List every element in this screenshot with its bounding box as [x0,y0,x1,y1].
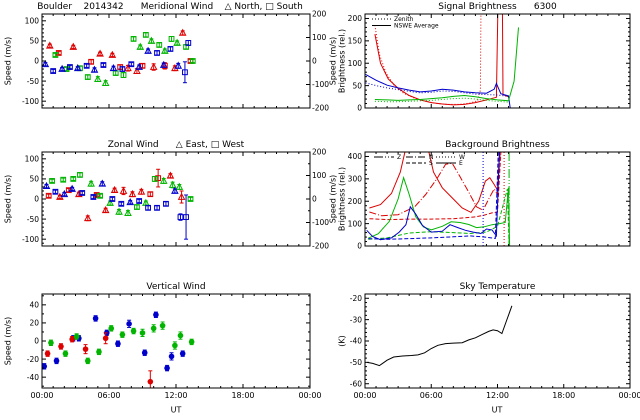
svg-text:E: E [459,160,463,167]
svg-text:50: 50 [29,37,39,46]
svg-text:100: 100 [312,33,327,42]
svg-text:0: 0 [34,195,39,204]
vertical-y-axis-label: Speed (m/s) [3,316,13,366]
svg-text:100: 100 [25,17,40,26]
signal-brightness-title: Signal Brightness 6300 [438,2,557,12]
svg-text:-100: -100 [312,218,329,227]
svg-text:50: 50 [352,81,362,90]
svg-text:-20: -20 [27,355,39,364]
svg-text:0: 0 [357,242,362,251]
svg-text:00:00: 00:00 [353,391,376,400]
svg-text:300: 300 [348,175,363,184]
svg-text:18:00: 18:00 [552,391,575,400]
svg-text:-50: -50 [27,215,39,224]
sky-temp-x-axis-label: UT [491,405,503,415]
svg-text:0: 0 [312,195,317,204]
svg-text:-30: -30 [350,315,362,324]
svg-text:NSWE Average: NSWE Average [394,23,439,30]
zonal-y-axis-label: Speed (m/s) [3,174,13,224]
vertical-wind-x-axis-label: UT [170,405,182,415]
svg-text:-20: -20 [350,294,362,303]
svg-text:-200: -200 [312,242,329,251]
meridional-y-axis-label: Speed (m/s) [3,36,13,86]
sky-temperature-title: Sky Temperature [459,282,536,292]
svg-text:100: 100 [348,219,363,228]
svg-text:W: W [459,154,465,161]
svg-text:150: 150 [348,37,363,46]
svg-text:00:00: 00:00 [618,391,640,400]
svg-text:12:00: 12:00 [164,391,187,400]
zonal-wind-title: Zonal Wind △ East, □ West [107,140,245,150]
svg-text:06:00: 06:00 [420,391,443,400]
svg-text:50: 50 [29,175,39,184]
background-y-axis-label: Brightness (rel.) [337,166,347,232]
svg-text:-40: -40 [350,337,362,346]
vertical-wind-title: Vertical Wind [146,282,206,292]
svg-text:12:00: 12:00 [486,391,509,400]
svg-text:100: 100 [348,59,363,68]
svg-text:0: 0 [357,104,362,113]
svg-text:00:00: 00:00 [30,391,53,400]
svg-text:200: 200 [312,148,327,157]
svg-text:-100: -100 [22,97,39,106]
svg-text:S: S [429,160,433,167]
svg-text:0: 0 [34,337,39,346]
svg-text:400: 400 [348,152,363,161]
svg-text:-100: -100 [22,235,39,244]
svg-text:-40: -40 [27,373,39,382]
svg-text:Z: Z [397,154,401,161]
svg-text:0: 0 [34,57,39,66]
svg-text:-100: -100 [312,80,329,89]
svg-text:-200: -200 [312,104,329,113]
svg-text:0: 0 [312,57,317,66]
svg-text:20: 20 [29,319,39,328]
svg-text:200: 200 [348,14,363,23]
svg-text:18:00: 18:00 [231,391,254,400]
svg-text:-50: -50 [27,77,39,86]
svg-text:100: 100 [312,171,327,180]
background-brightness-title: Background Brightness [445,140,550,150]
svg-text:200: 200 [312,10,327,19]
zonal-right-axis-label: Speed (m/s) [328,174,338,224]
svg-text:40: 40 [29,301,39,310]
meridional-right-axis-label: Speed (m/s) [328,36,338,86]
svg-text:00:00: 00:00 [298,391,321,400]
signal-y-axis-label: Brightness (rel.) [337,28,347,94]
svg-text:-50: -50 [350,358,362,367]
meridional-wind-title: Boulder 2014342 Meridional Wind △ North,… [37,2,303,12]
svg-text:-60: -60 [350,379,362,388]
svg-text:200: 200 [348,197,363,206]
sky-temp-y-axis-label: (K) [337,335,347,347]
svg-text:06:00: 06:00 [97,391,120,400]
svg-text:Zenith: Zenith [394,16,414,23]
svg-text:100: 100 [25,155,40,164]
svg-text:N: N [429,154,434,161]
